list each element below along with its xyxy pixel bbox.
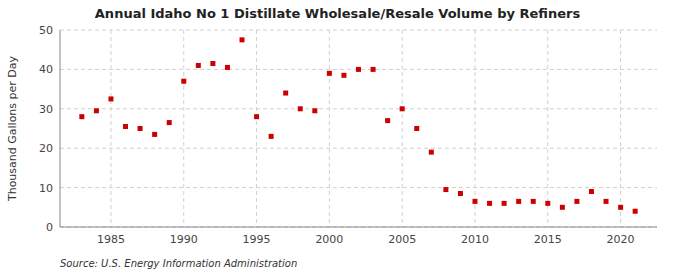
grid-line-y xyxy=(60,30,657,31)
point xyxy=(240,37,245,42)
point xyxy=(196,63,201,68)
point xyxy=(123,124,128,129)
grid-line-x xyxy=(256,30,257,227)
point xyxy=(283,91,288,96)
grid-line-x xyxy=(183,30,184,227)
point xyxy=(618,205,623,210)
y-axis-line xyxy=(60,30,61,227)
chart-container: Annual Idaho No 1 Distillate Wholesale/R… xyxy=(0,0,675,275)
grid-line-x xyxy=(110,30,111,227)
point xyxy=(545,201,550,206)
grid-line-x xyxy=(620,30,621,227)
point xyxy=(108,96,113,101)
point xyxy=(604,199,609,204)
point xyxy=(79,114,84,119)
point xyxy=(531,199,536,204)
point xyxy=(443,187,448,192)
point xyxy=(254,114,259,119)
y-tick-label: 10 xyxy=(39,182,53,195)
chart-svg: Annual Idaho No 1 Distillate Wholesale/R… xyxy=(0,0,675,275)
point xyxy=(356,67,361,72)
point xyxy=(94,108,99,113)
y-axis-label: Thousand Gallons per Day xyxy=(6,55,19,202)
x-tick-label: 2000 xyxy=(315,233,343,246)
point xyxy=(327,71,332,76)
title: Annual Idaho No 1 Distillate Wholesale/R… xyxy=(95,6,581,21)
x-tick-label: 2005 xyxy=(388,233,416,246)
grid-line-x xyxy=(547,30,548,227)
point xyxy=(371,67,376,72)
y-tick-label: 0 xyxy=(46,221,53,234)
grid-line-y xyxy=(60,108,657,109)
point xyxy=(458,191,463,196)
x-tick-label: 2020 xyxy=(607,233,635,246)
source-note: Source: U.S. Energy Information Administ… xyxy=(60,258,297,269)
grid-line-x xyxy=(402,30,403,227)
x-tick-label: 1985 xyxy=(97,233,125,246)
grid-line-x xyxy=(329,30,330,227)
x-tick-label: 1995 xyxy=(243,233,271,246)
point xyxy=(574,199,579,204)
grid-line-y xyxy=(60,187,657,188)
point xyxy=(210,61,215,66)
point xyxy=(385,118,390,123)
point xyxy=(560,205,565,210)
y-tick-label: 30 xyxy=(39,103,53,116)
x-tick-label: 1990 xyxy=(170,233,198,246)
point xyxy=(225,65,230,70)
point xyxy=(429,150,434,155)
point xyxy=(298,106,303,111)
x-tick-label: 2015 xyxy=(534,233,562,246)
x-axis-line xyxy=(60,227,657,228)
point xyxy=(167,120,172,125)
point xyxy=(269,134,274,139)
y-tick-label: 40 xyxy=(39,63,53,76)
point xyxy=(152,132,157,137)
point xyxy=(516,199,521,204)
x-tick-label: 2010 xyxy=(461,233,489,246)
point xyxy=(487,201,492,206)
point xyxy=(472,199,477,204)
grid-line-y xyxy=(60,148,657,149)
point xyxy=(502,201,507,206)
y-tick-label: 50 xyxy=(39,24,53,37)
point xyxy=(138,126,143,131)
point xyxy=(400,106,405,111)
grid xyxy=(60,30,657,227)
point xyxy=(589,189,594,194)
point xyxy=(312,108,317,113)
y-tick-label: 20 xyxy=(39,142,53,155)
grid-line-y xyxy=(60,227,657,228)
points xyxy=(79,37,637,213)
point xyxy=(414,126,419,131)
point xyxy=(633,209,638,214)
point xyxy=(181,79,186,84)
point xyxy=(341,73,346,78)
grid-line-x xyxy=(474,30,475,227)
